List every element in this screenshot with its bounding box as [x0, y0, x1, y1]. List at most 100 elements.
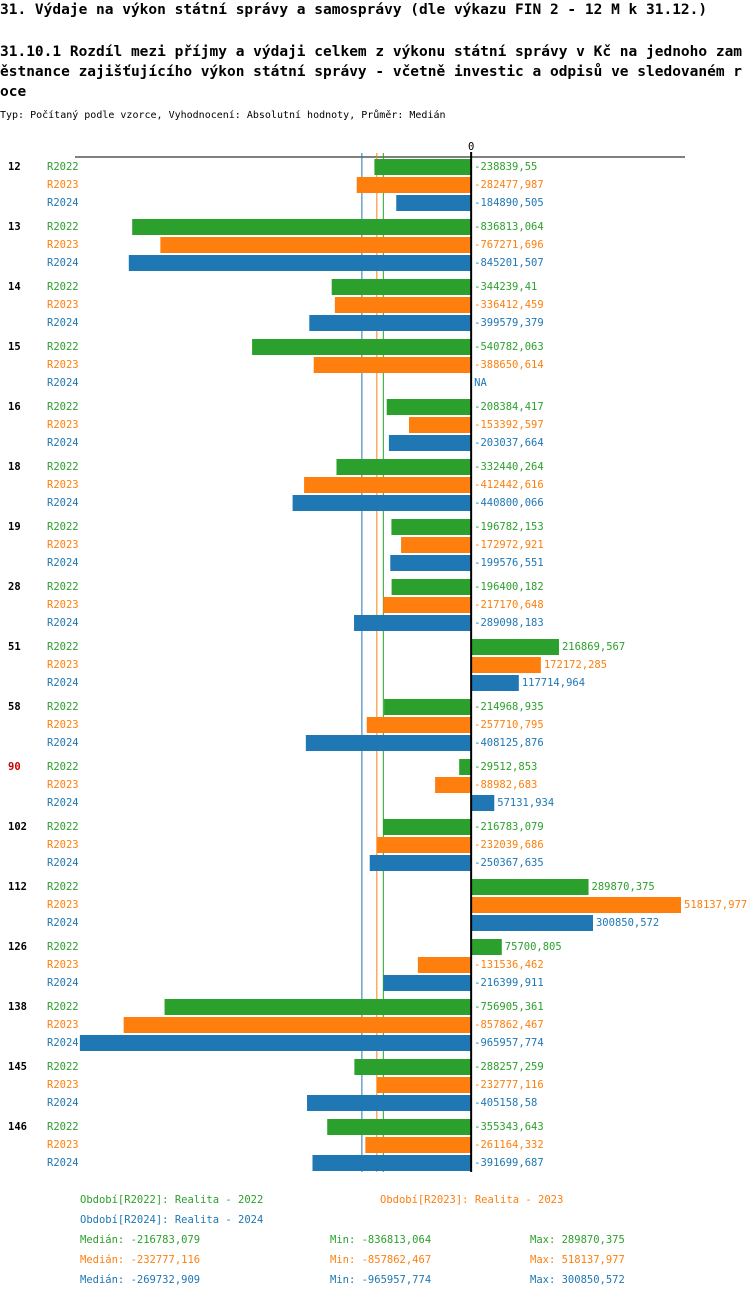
bar — [409, 417, 472, 433]
bar — [331, 279, 472, 295]
bar — [388, 435, 472, 451]
bar — [471, 897, 682, 913]
series-label: R2024 — [47, 977, 79, 989]
series-label: R2022 — [47, 461, 79, 473]
min-label: Min: -836813,064 — [330, 1234, 431, 1246]
value-label: -965957,774 — [474, 1037, 544, 1049]
category-label: 15 — [8, 341, 21, 353]
series-label: R2023 — [47, 959, 79, 971]
bar — [384, 699, 472, 715]
category-label: 51 — [8, 641, 21, 653]
series-label: R2022 — [47, 701, 79, 713]
chart-note: Typ: Počítaný podle vzorce, Vyhodnocení:… — [0, 110, 446, 121]
bar — [327, 1119, 472, 1135]
bar — [377, 837, 472, 853]
value-label: -440800,066 — [474, 497, 544, 509]
bar — [252, 339, 472, 355]
bar — [417, 957, 472, 973]
value-label: -767271,696 — [474, 239, 544, 251]
series-label: R2022 — [47, 221, 79, 233]
bar — [307, 1095, 472, 1111]
series-label: R2022 — [47, 881, 79, 893]
bar — [356, 177, 472, 193]
value-label: NA — [474, 377, 487, 389]
category-label: 12 — [8, 161, 21, 173]
value-label: -214968,935 — [474, 701, 544, 713]
value-label: -203037,664 — [474, 437, 544, 449]
bar — [390, 555, 472, 571]
series-label: R2022 — [47, 1001, 79, 1013]
value-label: -405158,58 — [474, 1097, 537, 1109]
category-label: 58 — [8, 701, 21, 713]
series-label: R2023 — [47, 179, 79, 191]
value-label: -355343,643 — [474, 1121, 544, 1133]
bar — [123, 1017, 472, 1033]
value-label: -196400,182 — [474, 581, 544, 593]
series-label: R2024 — [47, 737, 79, 749]
value-label: 300850,572 — [596, 917, 659, 929]
value-label: -172972,921 — [474, 539, 544, 551]
bar — [471, 795, 495, 811]
category-label: 126 — [8, 941, 27, 953]
category-label: 14 — [8, 281, 21, 293]
median-label: Medián: -269732,909 — [80, 1274, 200, 1286]
bar — [459, 759, 472, 775]
series-label: R2022 — [47, 1061, 79, 1073]
bar — [354, 1059, 472, 1075]
series-label: R2022 — [47, 941, 79, 953]
series-label: R2023 — [47, 659, 79, 671]
legend-label: Období[R2024]: Realita - 2024 — [80, 1214, 263, 1226]
value-label: -29512,853 — [474, 761, 537, 773]
value-label: -336412,459 — [474, 299, 544, 311]
bar — [336, 459, 472, 475]
series-label: R2023 — [47, 1139, 79, 1151]
value-label: -288257,259 — [474, 1061, 544, 1073]
bar — [435, 777, 472, 793]
series-label: R2023 — [47, 719, 79, 731]
series-label: R2022 — [47, 281, 79, 293]
series-label: R2024 — [47, 317, 79, 329]
series-label: R2023 — [47, 839, 79, 851]
chart-title: 31. Výdaje na výkon státní správy a samo… — [0, 2, 708, 18]
value-label: -289098,183 — [474, 617, 544, 629]
value-label: -408125,876 — [474, 737, 544, 749]
bar — [354, 615, 472, 631]
value-label: -857862,467 — [474, 1019, 544, 1031]
value-label: -232039,686 — [474, 839, 544, 851]
category-label: 145 — [8, 1061, 27, 1073]
value-label: -208384,417 — [474, 401, 544, 413]
value-label: 172172,285 — [544, 659, 607, 671]
value-label: -238839,55 — [474, 161, 537, 173]
value-label: -232777,116 — [474, 1079, 544, 1091]
series-label: R2024 — [47, 557, 79, 569]
bar — [366, 717, 472, 733]
category-label: 13 — [8, 221, 21, 233]
value-label: -131536,462 — [474, 959, 544, 971]
value-label: 75700,805 — [505, 941, 562, 953]
bar — [304, 477, 472, 493]
bar — [312, 1155, 472, 1171]
bar — [164, 999, 472, 1015]
value-label: -88982,683 — [474, 779, 537, 791]
series-label: R2024 — [47, 617, 79, 629]
median-label: Medián: -216783,079 — [80, 1234, 200, 1246]
category-label: 146 — [8, 1121, 27, 1133]
value-label: -412442,616 — [474, 479, 544, 491]
bar — [471, 657, 541, 673]
value-label: -199576,551 — [474, 557, 544, 569]
bar — [309, 315, 472, 331]
series-label: R2024 — [47, 917, 79, 929]
category-label: 18 — [8, 461, 21, 473]
category-label: 112 — [8, 881, 27, 893]
bar — [369, 855, 472, 871]
chart-subtitle: 31.10.1 Rozdíl mezi příjmy a výdaji celk… — [0, 44, 743, 100]
bar — [79, 1035, 472, 1051]
series-label: R2022 — [47, 761, 79, 773]
max-label: Max: 300850,572 — [530, 1274, 625, 1286]
series-label: R2023 — [47, 599, 79, 611]
series-label: R2023 — [47, 419, 79, 431]
bar — [396, 195, 472, 211]
bar — [383, 819, 472, 835]
